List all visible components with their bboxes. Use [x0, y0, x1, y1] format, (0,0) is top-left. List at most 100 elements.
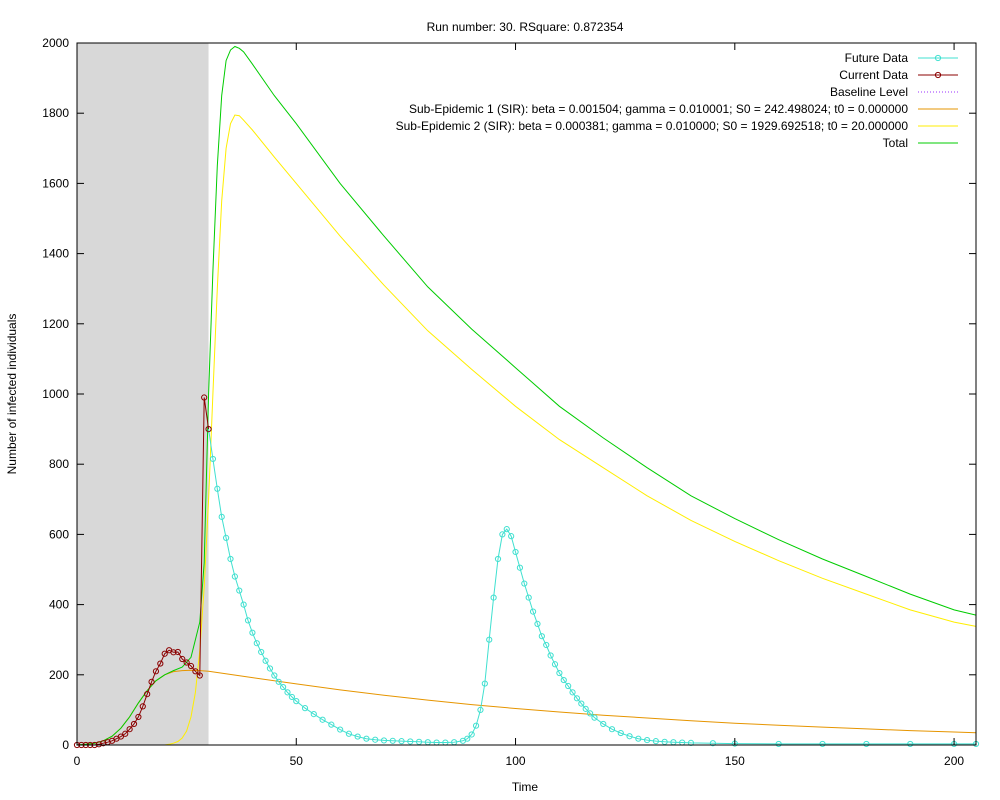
data-point — [148, 678, 155, 685]
series-layer — [73, 45, 980, 749]
data-point — [117, 733, 124, 740]
data-point — [617, 729, 624, 737]
data-point — [135, 713, 142, 721]
data-point — [499, 531, 506, 538]
data-point — [464, 735, 471, 742]
series-2 — [73, 394, 212, 749]
data-point — [573, 695, 581, 702]
data-point — [468, 731, 475, 738]
x-axis-label: Time — [512, 780, 539, 794]
data-point — [244, 617, 252, 624]
series-line — [164, 114, 977, 746]
data-point — [183, 659, 190, 666]
data-point — [578, 700, 585, 707]
data-point — [415, 738, 423, 745]
data-point — [174, 648, 181, 656]
series-6 — [76, 45, 977, 746]
data-point — [626, 733, 633, 740]
data-point — [280, 683, 287, 691]
legend-label: Current Data — [839, 68, 908, 82]
data-point — [95, 741, 103, 748]
data-point — [345, 730, 352, 737]
data-point — [775, 740, 782, 748]
data-point — [538, 633, 545, 640]
data-point — [490, 594, 497, 601]
data-point — [301, 705, 309, 712]
data-point — [354, 733, 361, 740]
x-tick-label: 0 — [74, 754, 81, 768]
data-point — [209, 455, 217, 463]
data-point — [161, 650, 168, 657]
data-point — [337, 726, 344, 733]
data-point — [196, 672, 203, 679]
y-tick-label: 2000 — [42, 36, 69, 50]
data-point — [100, 740, 107, 747]
data-point — [319, 716, 326, 723]
series-1 — [205, 426, 980, 748]
data-point — [214, 485, 221, 492]
data-point — [262, 657, 269, 664]
data-point — [271, 672, 278, 679]
data-point — [218, 513, 225, 520]
data-point — [407, 738, 414, 745]
data-point — [192, 668, 199, 675]
series-5 — [164, 114, 977, 746]
axis-layer: 0 200 400 600 800 1000 1200 1400 1600 1800 2000 0 50… — [42, 36, 976, 768]
legend-marker — [934, 54, 942, 62]
y-tick-label: 200 — [49, 668, 69, 682]
data-point — [661, 738, 668, 745]
y-tick-label: 1600 — [42, 176, 69, 190]
y-tick-label: 1400 — [42, 247, 69, 261]
data-point — [477, 706, 484, 714]
legend: Future Data Current Data Baseline Level Sub… — [396, 51, 958, 150]
data-point — [582, 705, 589, 712]
x-tick-label: 100 — [506, 754, 526, 768]
data-point — [380, 737, 388, 744]
data-point — [709, 740, 716, 747]
x-tick-label: 50 — [290, 754, 304, 768]
data-point — [170, 649, 177, 656]
data-point — [284, 689, 291, 696]
data-point — [591, 714, 598, 721]
data-point — [534, 620, 541, 628]
data-point — [635, 735, 642, 742]
data-point — [389, 737, 396, 744]
data-point — [560, 676, 567, 684]
data-point — [240, 601, 247, 608]
legend-label: Future Data — [845, 51, 909, 65]
legend-marker — [934, 71, 942, 79]
y-tick-label: 400 — [49, 598, 69, 612]
data-point — [516, 564, 524, 571]
data-point — [126, 726, 133, 733]
data-point — [525, 594, 532, 601]
data-point — [486, 636, 493, 643]
shaded-history-region — [77, 43, 209, 745]
data-point — [481, 680, 488, 687]
x-tick-label: 200 — [944, 754, 964, 768]
data-point — [863, 740, 870, 748]
data-point — [494, 555, 502, 563]
data-point — [236, 587, 243, 594]
data-point — [521, 580, 528, 587]
legend-label: Total — [883, 136, 908, 150]
data-point — [258, 648, 265, 656]
y-tick-label: 1200 — [42, 317, 69, 331]
data-point — [227, 555, 234, 563]
data-point — [529, 608, 537, 615]
series-line — [76, 45, 977, 746]
data-point — [310, 711, 317, 718]
data-point — [608, 726, 616, 733]
data-point — [152, 668, 160, 675]
data-point — [503, 526, 510, 533]
data-point — [652, 738, 659, 745]
data-point — [512, 548, 519, 556]
data-point — [543, 641, 550, 649]
data-point — [201, 394, 208, 401]
data-point — [179, 655, 186, 663]
series-line — [77, 397, 210, 746]
data-point — [551, 661, 559, 668]
data-point — [144, 691, 151, 698]
data-point — [249, 629, 256, 636]
y-tick-label: 0 — [62, 738, 69, 752]
